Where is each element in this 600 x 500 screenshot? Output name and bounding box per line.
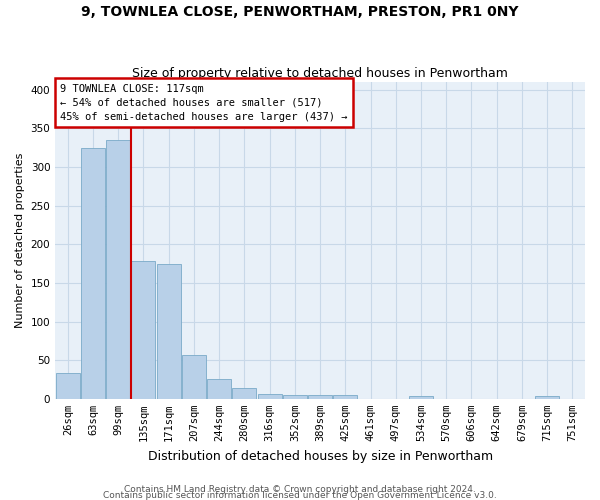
Bar: [131, 262, 155, 399]
Bar: [409, 396, 433, 399]
Bar: [232, 388, 256, 399]
Bar: [182, 355, 206, 399]
Text: 9 TOWNLEA CLOSE: 117sqm
← 54% of detached houses are smaller (517)
45% of semi-d: 9 TOWNLEA CLOSE: 117sqm ← 54% of detache…: [61, 84, 348, 122]
Bar: [106, 140, 130, 399]
Text: 9, TOWNLEA CLOSE, PENWORTHAM, PRESTON, PR1 0NY: 9, TOWNLEA CLOSE, PENWORTHAM, PRESTON, P…: [81, 5, 519, 19]
Title: Size of property relative to detached houses in Penwortham: Size of property relative to detached ho…: [132, 66, 508, 80]
Bar: [283, 395, 307, 399]
Bar: [535, 396, 559, 399]
Bar: [308, 395, 332, 399]
Bar: [56, 374, 80, 399]
Y-axis label: Number of detached properties: Number of detached properties: [15, 152, 25, 328]
Text: Contains HM Land Registry data © Crown copyright and database right 2024.: Contains HM Land Registry data © Crown c…: [124, 484, 476, 494]
Bar: [157, 264, 181, 399]
X-axis label: Distribution of detached houses by size in Penwortham: Distribution of detached houses by size …: [148, 450, 493, 462]
Bar: [207, 380, 231, 399]
Bar: [257, 394, 281, 399]
Bar: [81, 148, 105, 399]
Text: Contains public sector information licensed under the Open Government Licence v3: Contains public sector information licen…: [103, 490, 497, 500]
Bar: [334, 395, 357, 399]
